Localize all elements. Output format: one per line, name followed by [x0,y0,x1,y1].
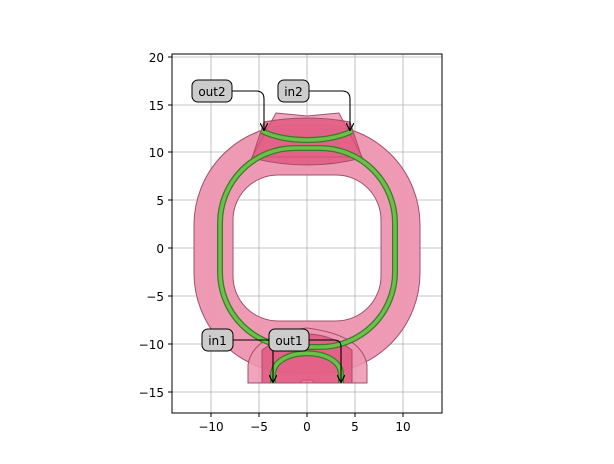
x-tick-label: 10 [395,420,410,434]
svg-text:in1: in1 [208,334,227,348]
x-tick-label: 0 [303,420,311,434]
port-label-in1: in1 [201,328,234,352]
x-tick-labels: −10 −5 0 5 10 [198,420,410,434]
port-label-in2: in2 [277,79,310,103]
port-label-out2: out2 [191,79,233,103]
arrow-out1 [306,339,341,382]
svg-text:out1: out1 [275,334,302,348]
top-bus-waveguide [260,128,354,143]
y-tick-label: −5 [146,290,164,304]
port-label-out1: out1 [268,328,310,352]
y-tick-labels: 20 15 10 5 0 −5 −10 −15 [139,51,164,400]
svg-text:in2: in2 [284,85,303,99]
bottom-bus-waveguide [270,350,344,383]
x-tick-label: −5 [250,420,268,434]
x-tick-label: 5 [351,420,359,434]
y-tick-label: −15 [139,386,164,400]
y-tick-label: 0 [156,242,164,256]
y-tick-label: 5 [156,194,164,208]
svg-text:out2: out2 [198,85,225,99]
x-tick-label: −10 [198,420,223,434]
arrow-out2 [232,90,264,130]
x-axis-ticks [210,413,404,417]
y-tick-label: −10 [139,338,164,352]
y-axis-ticks [168,56,172,393]
y-tick-label: 10 [149,146,164,160]
y-tick-label: 15 [149,99,164,113]
arrow-in2 [309,90,350,130]
y-tick-label: 20 [149,51,164,65]
